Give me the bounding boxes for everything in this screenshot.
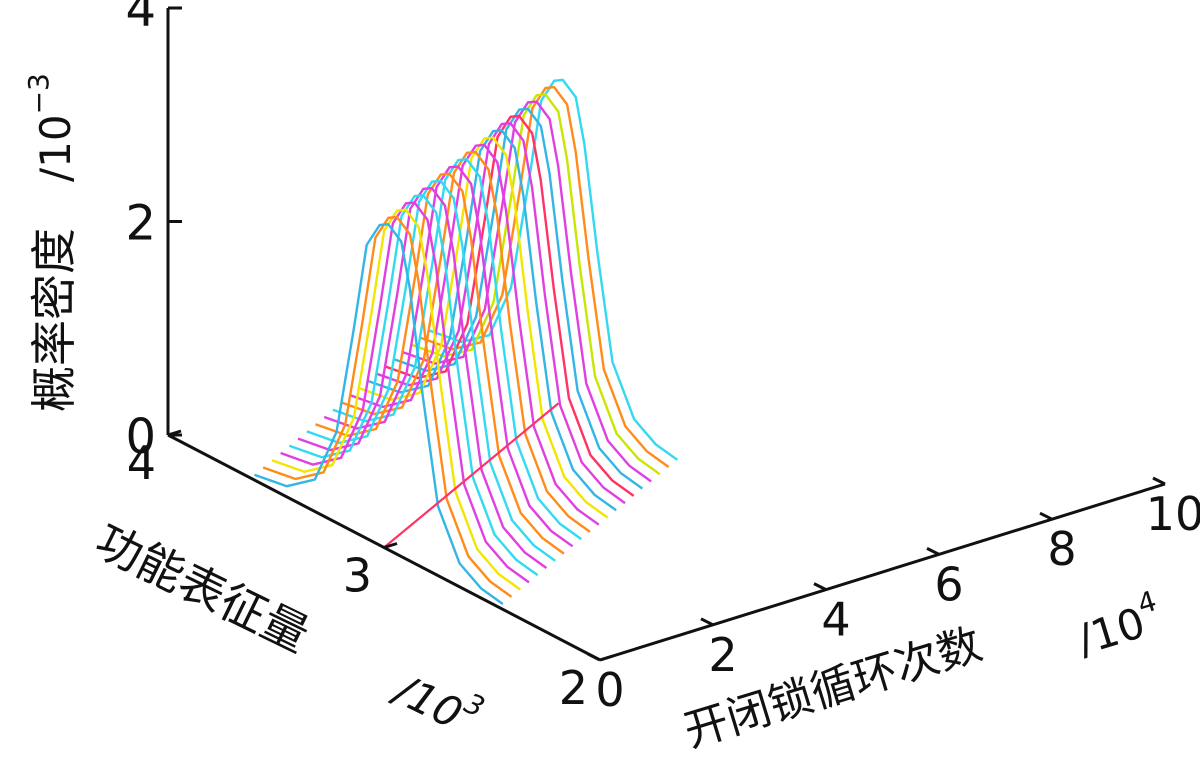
z-unit-text: /10	[31, 114, 80, 182]
density-curve	[384, 114, 635, 497]
y-tick	[167, 429, 182, 437]
y-axis-unit: /103	[384, 655, 490, 746]
z-tick-label: 4	[125, 0, 156, 38]
density-curve	[332, 158, 582, 541]
tick-marks	[167, 6, 1166, 662]
density-curve	[428, 78, 678, 461]
x-tick	[1152, 476, 1166, 486]
x-axis-line	[599, 482, 1166, 662]
density-curves	[253, 78, 678, 605]
x-tick-label: 8	[1047, 522, 1076, 576]
density-curve	[358, 136, 609, 519]
x-tick	[813, 582, 827, 591]
y-tick-label: 3	[343, 549, 372, 603]
x-tick-label: 4	[821, 593, 850, 647]
density-curve	[376, 121, 626, 505]
x-tick-label: 6	[934, 557, 963, 611]
z-tick-label: 0	[125, 409, 156, 465]
x-axis-unit: /104	[1069, 584, 1168, 664]
x-tick-label: 0	[595, 663, 624, 717]
y-tick	[599, 654, 614, 662]
density-curve	[253, 222, 504, 605]
y-axis-title: 功能表征量	[87, 513, 317, 662]
x-tick	[1039, 511, 1053, 521]
density-curve	[280, 201, 530, 584]
x-tick-label: 2	[708, 628, 737, 682]
axes	[166, 8, 1166, 662]
density-curve	[323, 165, 574, 548]
density-curve	[262, 215, 513, 598]
y-tick-label: 2	[559, 661, 588, 715]
z-axis-title: 概率密度	[27, 228, 81, 412]
density-curve	[411, 93, 661, 476]
peak-trace-line	[383, 402, 560, 549]
density-curve	[271, 208, 521, 591]
density-curve	[341, 150, 591, 533]
density-curve	[393, 107, 644, 490]
y-unit-text: /10	[384, 663, 470, 738]
density-curve	[349, 143, 600, 526]
svg-text:/104: /104	[1069, 584, 1168, 664]
x-tick	[587, 652, 601, 662]
density-curve	[288, 194, 539, 577]
z-tick-label: 2	[125, 196, 156, 252]
density-curve	[419, 85, 670, 468]
density-curve	[315, 172, 565, 555]
x-tick-label: 10	[1146, 487, 1200, 541]
x-tick	[926, 547, 940, 556]
y-tick	[383, 542, 398, 549]
density-curve	[306, 179, 556, 562]
svg-text:/103: /103	[384, 655, 490, 746]
x-tick	[700, 617, 714, 627]
y-tick-label: 4	[127, 436, 156, 490]
z-unit-exponent: −3	[22, 73, 55, 114]
z-axis-unit: /10−3	[22, 73, 80, 182]
density-curve	[402, 100, 652, 483]
density-curve	[297, 186, 548, 569]
svg-text:/10−3: /10−3	[22, 73, 80, 182]
density-curve	[367, 129, 617, 512]
